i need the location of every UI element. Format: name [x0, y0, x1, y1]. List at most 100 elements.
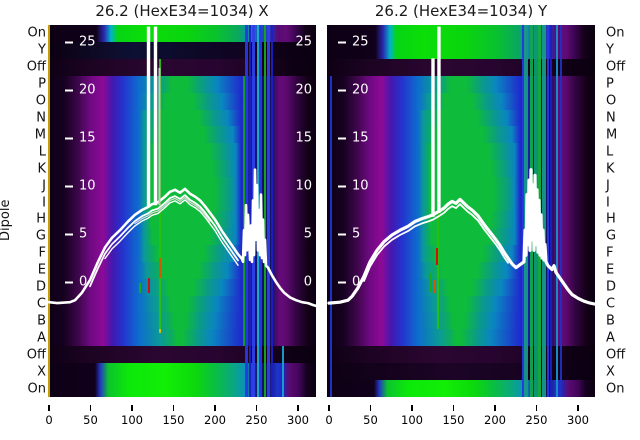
vertical-data-line	[243, 75, 245, 347]
x-axis-tick-mark	[172, 405, 175, 411]
row-axis-label-b: B	[606, 313, 615, 329]
row-axis-label-c: C	[606, 296, 616, 312]
x-axis-tick-mark	[494, 405, 496, 411]
y-axis-label-dipole: Dipole	[0, 199, 13, 241]
tick-dash	[65, 137, 73, 139]
row-axis-label-h: H	[36, 211, 46, 227]
inner-value-tick-right: 5	[303, 226, 312, 242]
vertical-data-line	[541, 25, 546, 397]
heatmap-row-o-4	[48, 92, 316, 110]
inner-value-tick-right: 10	[295, 178, 312, 194]
tick-value: 5	[79, 226, 88, 242]
heatmap-row-y-1	[48, 41, 316, 59]
row-label-column-left: On Y Off P O N M L K J I H G F E D C B A Off X On	[16, 0, 46, 440]
x-axis-tick-mark	[214, 405, 216, 411]
inner-value-tick-right: 15	[295, 130, 312, 146]
heatmap-row-b-17	[48, 312, 316, 330]
heatmap-row-j-9	[48, 177, 316, 195]
row-axis-label-off: Off	[26, 347, 46, 363]
panel-y-title: 26.2 (HexE34=1034) Y	[374, 2, 548, 20]
marker-segment	[148, 278, 150, 293]
row-axis-label-x: X	[606, 364, 615, 380]
row-axis-label-b: B	[37, 313, 46, 329]
x-axis-tick-label: 0	[325, 413, 333, 427]
tick-value: 15	[79, 130, 96, 146]
x-axis-tick-label: 0	[45, 413, 53, 427]
heatmap-row-off-2	[48, 58, 316, 76]
row-axis-label-i: I	[42, 195, 46, 211]
inner-value-tick-left: 10	[338, 180, 369, 193]
marker-segment	[158, 329, 161, 333]
vertical-data-line	[521, 25, 524, 397]
tick-dash	[65, 185, 73, 187]
vertical-data-line	[281, 346, 284, 397]
row-axis-label-n: N	[36, 110, 46, 126]
row-axis-label-i: I	[606, 195, 610, 211]
heatmap-panel-y: 25 20 15 10 5 0	[327, 25, 595, 397]
row-axis-label-o: O	[35, 93, 46, 109]
vertical-data-line	[550, 25, 553, 397]
tick-value: 10	[352, 178, 369, 194]
row-axis-label-x: X	[37, 364, 46, 380]
inner-value-tick-left: 5	[65, 228, 87, 241]
row-axis-label-j: J	[606, 178, 610, 194]
heatmap-row-on-21	[48, 380, 316, 397]
x-axis-tick-mark	[452, 405, 455, 411]
tick-dash	[338, 41, 346, 43]
x-axis-tick-mark	[369, 405, 372, 411]
row-axis-label-p: P	[606, 76, 614, 92]
vertical-data-line	[547, 25, 550, 397]
x-axis-tick-label: 100	[401, 413, 423, 427]
inner-value-tick-right: 0	[303, 274, 312, 290]
white-signal-trace	[104, 199, 239, 266]
tick-dash	[338, 137, 346, 139]
vertical-data-line	[329, 75, 332, 397]
row-axis-label-f: F	[38, 245, 46, 261]
tick-dash	[338, 233, 346, 235]
tick-value: 0	[352, 274, 361, 290]
tick-value: 10	[79, 178, 96, 194]
tick-dash	[338, 281, 346, 283]
white-signal-trace	[48, 168, 316, 308]
row-axis-label-m: M	[34, 127, 46, 143]
row-axis-label-l: L	[38, 144, 46, 160]
row-axis-label-e: E	[37, 262, 46, 278]
white-signal-trace	[363, 203, 509, 282]
marker-segment	[434, 280, 437, 293]
tick-value: 15	[352, 130, 369, 146]
x-axis-tick-label: 300	[287, 413, 309, 427]
heatmap-panel-x: 25 25 20 20 15 15 10 10 5 5 0 0	[48, 25, 316, 397]
row-axis-label-e: E	[606, 262, 615, 278]
x-axis-tick-label: 250	[525, 413, 548, 427]
row-axis-label-y: Y	[606, 42, 614, 58]
x-axis-tick-label: 100	[121, 413, 143, 427]
heatmap-row-p-3	[48, 75, 316, 93]
tick-dash	[338, 89, 346, 91]
row-axis-label-h: H	[606, 211, 616, 227]
row-axis-label-d: D	[606, 279, 617, 295]
x-axis-tick-label: 200	[484, 413, 506, 427]
tick-value: 5	[352, 226, 361, 242]
tick-value: 25	[352, 34, 369, 50]
tick-value: 20	[79, 82, 96, 98]
inner-value-tick-left: 0	[65, 276, 87, 289]
x-axis-tick-mark	[328, 405, 330, 411]
vertical-data-line	[559, 25, 562, 397]
vertical-data-line	[270, 25, 273, 397]
inner-value-tick-left: 10	[65, 180, 96, 193]
white-signal-trace	[327, 168, 595, 306]
row-axis-label-y: Y	[38, 42, 46, 58]
row-axis-label-off: Off	[606, 59, 626, 75]
tick-dash	[65, 233, 73, 235]
x-axis-tick-mark	[48, 405, 50, 411]
row-axis-label-g: G	[35, 228, 46, 244]
row-axis-label-a: A	[606, 330, 615, 346]
inner-value-tick-left: 25	[338, 36, 369, 49]
tick-value: 0	[79, 274, 88, 290]
tick-value: 20	[352, 82, 369, 98]
heatmap-row-on-0	[48, 25, 316, 42]
x-axis-tick-label: 300	[567, 413, 589, 427]
row-axis-label-o: O	[606, 93, 617, 109]
white-signal-trace	[89, 194, 239, 288]
inner-value-tick-left: 15	[65, 132, 96, 145]
